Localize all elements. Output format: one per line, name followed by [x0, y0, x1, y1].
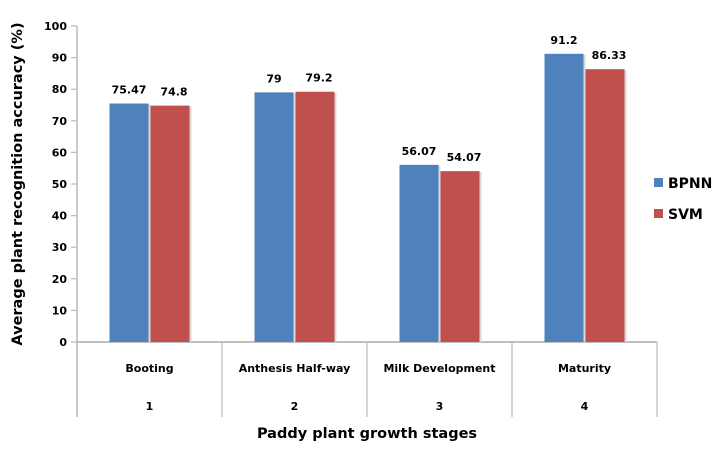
bar-bpnn	[109, 103, 149, 342]
data-label: 56.07	[402, 145, 437, 158]
y-tick-label: 10	[52, 304, 68, 317]
category-label: Booting	[125, 362, 173, 375]
y-tick-label: 30	[52, 241, 68, 254]
category-number: 3	[436, 400, 444, 413]
y-tick-label: 60	[52, 146, 68, 159]
y-tick-label: 80	[52, 83, 68, 96]
x-axis: Booting 1 Anthesis Half-way 2 Milk Developme…	[76, 341, 658, 417]
category-label: Anthesis Half-way	[239, 362, 351, 375]
data-labels: 75.47 79 56.07 91.2 74.8 79.2 54.07 86.33	[112, 34, 627, 164]
bar-bpnn	[399, 164, 439, 342]
data-label: 79	[266, 72, 281, 85]
y-tick-label: 90	[52, 52, 68, 65]
data-label: 91.2	[550, 34, 577, 47]
category-number: 1	[146, 400, 154, 413]
data-label: 54.07	[447, 151, 482, 164]
data-label: 75.47	[112, 84, 147, 97]
y-tick-label: 50	[52, 178, 68, 191]
category-label: Maturity	[558, 362, 611, 375]
x-axis-title: Paddy plant growth stages	[257, 426, 477, 442]
bar-svm	[585, 69, 625, 342]
legend-label: BPNN	[668, 176, 712, 192]
bar-svm	[295, 91, 335, 342]
y-tick-label: 70	[52, 115, 68, 128]
y-tick-label: 0	[59, 336, 67, 349]
bars	[109, 53, 627, 343]
bar-svm	[150, 105, 190, 342]
bar-bpnn	[544, 53, 584, 343]
data-label: 74.8	[160, 86, 187, 99]
y-axis-title: Average plant recognition accuracy (%)	[10, 22, 26, 345]
legend-swatch	[654, 178, 663, 187]
category-number: 2	[291, 400, 299, 413]
data-label: 79.2	[305, 72, 332, 85]
y-axis: 0 10 20 30 40 50 60 70 80 90 100	[44, 20, 78, 417]
legend: BPNN SVM	[654, 176, 712, 223]
data-label: 86.33	[592, 49, 627, 62]
bar-bpnn	[254, 92, 294, 342]
y-tick-label: 100	[44, 20, 67, 33]
legend-label: SVM	[668, 207, 703, 223]
y-tick-label: 40	[52, 210, 68, 223]
category-label: Milk Development	[383, 362, 495, 375]
y-tick-label: 20	[52, 273, 68, 286]
category-number: 4	[581, 400, 589, 413]
legend-swatch	[654, 209, 663, 218]
bar-svm	[440, 171, 480, 342]
